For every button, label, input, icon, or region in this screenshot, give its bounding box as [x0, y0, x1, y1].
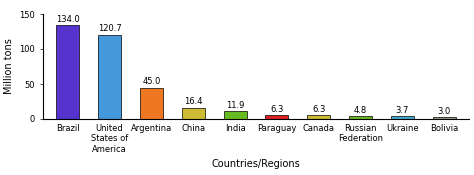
Bar [182, 107, 205, 119]
Text: 16.4: 16.4 [184, 97, 202, 106]
Text: 45.0: 45.0 [142, 78, 161, 86]
Bar [224, 111, 246, 119]
Bar [56, 25, 79, 119]
Bar [140, 88, 163, 119]
Y-axis label: Million tons: Million tons [4, 38, 14, 95]
X-axis label: Countries/Regions: Countries/Regions [211, 159, 301, 169]
Bar [307, 115, 330, 119]
Bar [349, 116, 372, 119]
Text: 120.7: 120.7 [98, 25, 121, 33]
Bar [433, 117, 456, 119]
Text: 3.7: 3.7 [396, 106, 409, 115]
Bar [265, 115, 288, 119]
Text: 4.8: 4.8 [354, 106, 367, 115]
Bar [391, 116, 414, 119]
Text: 11.9: 11.9 [226, 101, 244, 110]
Bar [98, 34, 121, 119]
Text: 134.0: 134.0 [56, 15, 80, 24]
Text: 6.3: 6.3 [312, 104, 325, 114]
Text: 6.3: 6.3 [270, 104, 283, 114]
Text: 3.0: 3.0 [438, 107, 451, 116]
